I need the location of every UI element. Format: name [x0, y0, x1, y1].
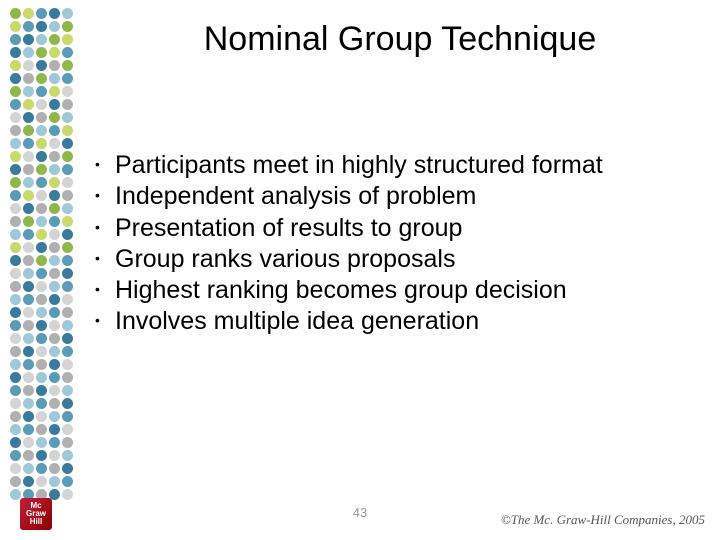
- slide-content: Participants meet in highly structured f…: [95, 150, 690, 338]
- slide: Nominal Group Technique Participants mee…: [0, 0, 720, 540]
- bullet-item: Group ranks various proposals: [95, 244, 690, 275]
- bullet-item: Presentation of results to group: [95, 213, 690, 244]
- bullet-item: Independent analysis of problem: [95, 181, 690, 212]
- bullet-item: Involves multiple idea generation: [95, 306, 690, 337]
- bullet-list: Participants meet in highly structured f…: [95, 150, 690, 338]
- slide-title: Nominal Group Technique: [100, 20, 700, 59]
- page-number: 43: [353, 505, 367, 520]
- bullet-item: Highest ranking becomes group decision: [95, 275, 690, 306]
- logo-text-bot: Hill: [30, 518, 42, 526]
- copyright-text: ©The Mc. Graw-Hill Companies, 2005: [501, 512, 705, 528]
- publisher-logo: Mc Graw Hill: [20, 498, 52, 530]
- bullet-item: Participants meet in highly structured f…: [95, 150, 690, 181]
- slide-footer: Mc Graw Hill 43 ©The Mc. Graw-Hill Compa…: [0, 495, 720, 540]
- decorative-dot-grid: [10, 8, 80, 508]
